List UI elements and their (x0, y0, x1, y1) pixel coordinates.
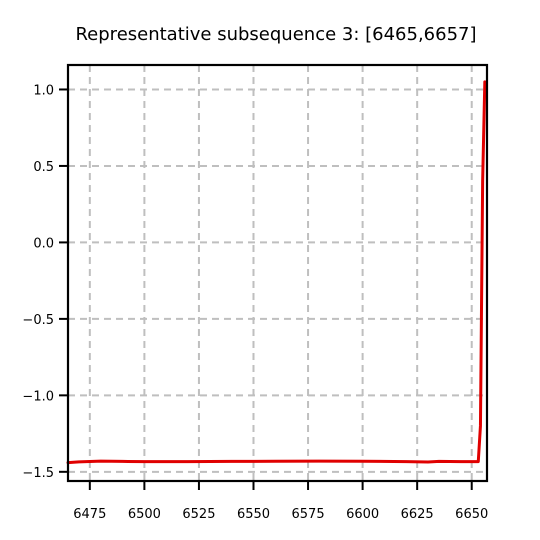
plot-frame (66, 63, 489, 483)
chart-title: Representative subsequence 3: [6465,6657… (75, 24, 476, 45)
data-layer (66, 80, 487, 465)
x-tick-label: 6600 (346, 507, 379, 522)
y-tick-label: 1.0 (33, 83, 54, 98)
x-tick-label: 6575 (292, 507, 325, 522)
x-tick-label: 6475 (73, 507, 106, 522)
x-tick-label: 6550 (237, 507, 270, 522)
y-tick-label: 0.5 (33, 160, 54, 175)
series-line (66, 80, 487, 465)
ticks-layer: 6475 6500 6525 6550 6575 6600 6625 6650 1.0 0.5 0.… (22, 83, 488, 522)
grid-layer (68, 65, 487, 481)
x-tick-label: 6650 (455, 507, 488, 522)
y-tick-label: 0.0 (33, 236, 54, 251)
x-tick-label: 6625 (401, 507, 434, 522)
y-tick-label: −1.0 (22, 389, 54, 404)
x-tick-label: 6500 (128, 507, 161, 522)
y-tick-label: −1.5 (22, 466, 54, 481)
y-tick-label: −0.5 (22, 313, 54, 328)
x-tick-label: 6525 (182, 507, 215, 522)
